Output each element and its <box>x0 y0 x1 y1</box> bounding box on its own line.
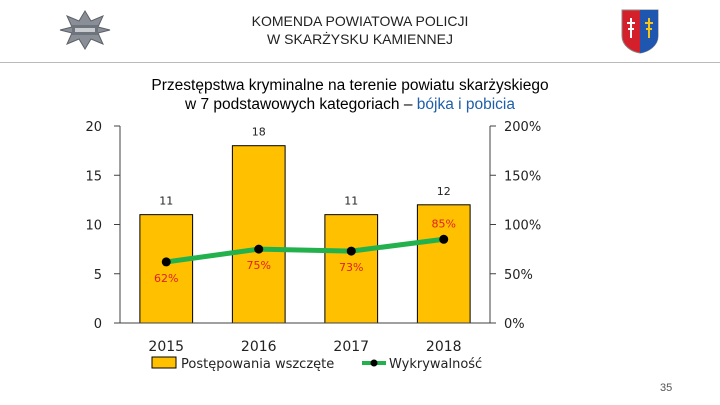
y-right-tick-label: 50% <box>504 268 533 283</box>
wykrywalnosc-value-label: 75% <box>247 259 271 272</box>
x-tick-label: 2015 <box>148 339 184 355</box>
legend-line-marker <box>370 359 378 367</box>
x-tick-label: 2016 <box>241 339 277 355</box>
bar-value-label: 18 <box>252 126 266 139</box>
bar-value-label: 12 <box>437 185 451 198</box>
chart-title-line-1: Przestępstwa kryminalne na terenie powia… <box>151 77 549 94</box>
chart-title-line-2: w 7 podstawowych kategoriach – bójka i p… <box>80 95 620 114</box>
x-tick-label: 2018 <box>426 339 462 355</box>
coat-of-arms-icon <box>621 9 659 54</box>
bar-2015 <box>139 214 194 324</box>
legend-bar-label: Postępowania wszczęte <box>181 357 334 372</box>
police-star-badge-icon <box>59 10 111 50</box>
y-right-tick-label: 200% <box>504 120 541 135</box>
header-divider <box>0 62 720 63</box>
bar-value-label: 11 <box>159 195 173 208</box>
organization-line-1: KOMENDA POWIATOWA POLICJI <box>251 13 469 29</box>
y-right-tick-label: 0% <box>504 317 525 332</box>
chart-title-highlight: bójka i pobicia <box>416 96 515 113</box>
wykrywalnosc-value-label: 73% <box>339 261 363 274</box>
organization-line-2: W SKARŻYSKU KAMIENNEJ <box>267 31 453 47</box>
organization-name: KOMENDA POWIATOWA POLICJI W SKARŻYSKU KA… <box>180 12 540 48</box>
bar-value-label: 11 <box>344 195 358 208</box>
y-right-tick-label: 150% <box>504 169 541 184</box>
wykrywalnosc-point-2015 <box>161 257 171 267</box>
y-right-tick-label: 100% <box>504 219 541 234</box>
wykrywalnosc-value-label: 62% <box>154 272 178 285</box>
header: KOMENDA POWIATOWA POLICJI W SKARŻYSKU KA… <box>0 0 720 62</box>
slide-number: 35 <box>660 382 673 394</box>
chart-title-prefix: w 7 podstawowych kategoriach – <box>184 96 417 113</box>
bar-2016 <box>231 145 286 324</box>
y-left-tick-label: 0 <box>94 317 102 332</box>
wykrywalnosc-point-2018 <box>439 234 449 244</box>
chart-title: Przestępstwa kryminalne na terenie powia… <box>80 76 620 114</box>
legend-line-label: Wykrywalność <box>389 357 482 372</box>
y-left-tick-label: 15 <box>85 169 102 184</box>
y-left-tick-label: 10 <box>85 219 102 234</box>
wykrywalnosc-point-2016 <box>254 244 264 254</box>
x-tick-label: 2017 <box>333 339 369 355</box>
wykrywalnosc-point-2017 <box>346 246 356 256</box>
y-left-tick-label: 5 <box>94 268 102 283</box>
legend-bar-swatch <box>151 356 177 369</box>
wykrywalnosc-line <box>165 236 445 265</box>
y-left-tick-label: 20 <box>85 120 102 135</box>
wykrywalnosc-value-label: 85% <box>432 217 456 230</box>
